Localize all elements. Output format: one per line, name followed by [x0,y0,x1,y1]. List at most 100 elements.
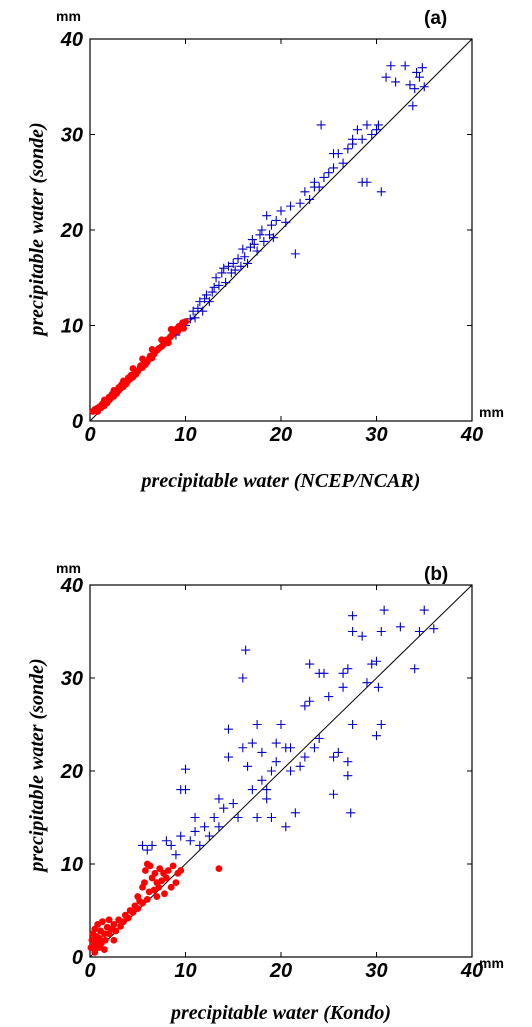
data-point-plus [255,230,265,240]
data-point-dot [101,936,109,944]
data-point-dot [129,908,137,916]
data-point-plus [357,134,367,144]
data-point-plus [204,831,214,841]
data-point-plus [257,747,267,757]
data-point-plus [329,149,339,159]
data-point-dot [151,869,159,877]
data-point-plus [198,306,208,316]
data-point-dot [139,899,146,907]
y-tick-label: 20 [60,761,83,783]
data-point-plus [238,743,248,753]
data-point-plus [190,813,200,822]
data-point-plus [190,826,200,836]
data-point-plus [362,177,372,187]
data-point-plus [252,246,262,256]
data-point-plus [281,217,291,227]
scatter-panel-a: mm (a) mm precipitable water (NCEP/NCAR)… [26,8,504,492]
data-point-plus [257,225,267,235]
data-point-plus [247,785,257,795]
data-point-plus [343,771,353,781]
data-point-plus [181,764,190,774]
data-point-plus [230,265,240,275]
data-point-plus [343,144,353,154]
data-point-plus [204,297,214,307]
data-point-plus [171,850,181,860]
data-point-plus [316,120,326,130]
data-point-dot [215,865,223,873]
data-point-dot [91,948,99,956]
data-point-plus [200,294,210,304]
data-point-plus [300,701,310,711]
data-point-plus [211,273,221,283]
data-point-plus [405,80,415,90]
data-point-dot [146,862,154,870]
data-point-plus [188,306,198,316]
data-point-plus [410,84,420,94]
data-point-dot [177,867,185,874]
data-point-plus [228,799,238,809]
data-point-plus [252,813,262,822]
data-point-plus [305,194,315,204]
data-point-plus [319,172,329,182]
data-point-dot [155,883,163,891]
data-point-plus [202,290,212,300]
x-tick-label: 30 [365,424,387,446]
data-point-dot [139,355,146,363]
data-point-plus [240,252,250,262]
data-point-plus [223,261,233,271]
data-point-plus [373,120,383,130]
data-point-plus [271,757,281,767]
data-point-plus [286,201,296,211]
data-point-dot [141,879,148,886]
data-point-plus [348,627,358,636]
one-to-one-line [89,584,473,958]
data-point-dot [143,895,151,903]
x-tick-label: 40 [460,960,483,982]
y-tick-label: 0 [72,411,83,433]
y-unit-label: mm [56,560,81,576]
data-point-plus [195,297,205,307]
x-tick-label: 40 [460,424,483,446]
data-point-plus [214,280,224,290]
data-point-plus [372,731,381,741]
data-point-plus [305,696,315,706]
data-point-plus [252,720,262,729]
data-point-plus [236,261,246,271]
data-point-dot [134,905,142,913]
data-point-plus [262,785,272,795]
data-point-plus [376,720,386,729]
data-point-plus [200,822,210,832]
data-point-plus [138,840,148,850]
data-point-plus [195,840,205,850]
data-point-dot [180,324,187,332]
data-point-plus [367,659,377,669]
data-point-plus [161,836,171,846]
data-point-dot [167,325,175,333]
data-point-dot [110,936,118,944]
data-point-plus [262,794,272,804]
data-point-plus [276,206,286,216]
data-point-dot [156,865,164,873]
data-point-dot [129,365,137,372]
data-point-dot [100,396,108,404]
data-point-dot [105,916,113,924]
x-axis-title: precipitable water (Kondo) [169,1002,391,1024]
data-point-dot [158,336,166,344]
data-point-plus [414,627,424,636]
data-point-plus [257,775,267,785]
data-point-plus [373,682,383,692]
data-point-plus [333,747,343,757]
data-point-plus [290,249,300,259]
data-point-plus [217,268,227,278]
data-point-plus [338,668,348,678]
data-point-plus [142,845,152,855]
y-tick-label: 20 [60,220,83,242]
data-point-plus [343,757,353,767]
data-point-plus [381,72,391,82]
data-point-plus [367,130,377,139]
x-tick-label: 0 [84,960,95,982]
data-point-plus [207,287,217,297]
y-tick-label: 30 [61,668,83,690]
data-point-plus [376,627,386,636]
data-point-plus [219,263,229,273]
